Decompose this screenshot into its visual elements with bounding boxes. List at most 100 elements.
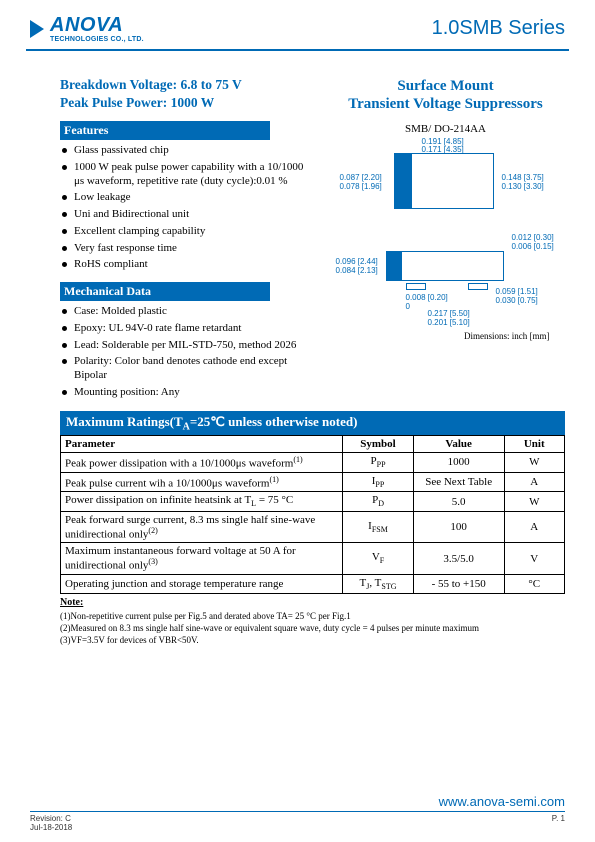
dim-label: 0.130 [3.30] (502, 182, 544, 191)
logo-subtext: TECHNOLOGIES CO., LTD. (50, 36, 144, 43)
mech-item: Polarity: Color band denotes cathode end… (62, 355, 308, 383)
cell-value: 5.0 (413, 492, 504, 511)
table-row: Peak pulse current wih a 10/1000μs wavef… (61, 472, 565, 492)
dimensions-caption: Dimensions: inch [mm] (464, 331, 550, 341)
cell-param: Operating junction and storage temperatu… (61, 574, 343, 593)
cell-unit: V (504, 543, 564, 575)
cell-value: 3.5/5.0 (413, 543, 504, 575)
param-sup: (2) (148, 526, 157, 535)
sym-sub: D (378, 500, 384, 509)
features-heading: Features (60, 121, 270, 140)
cell-param: Power dissipation on infinite heatsink a… (61, 492, 343, 511)
cell-unit: °C (504, 574, 564, 593)
dim-label: 0.059 [1.51] (496, 287, 538, 296)
dim-label: 0.201 [5.10] (428, 318, 470, 327)
dim-label: 0 (406, 302, 410, 311)
sym-text: V (372, 551, 380, 563)
cell-value: See Next Table (413, 472, 504, 492)
sym-sub: PP (375, 480, 384, 489)
diagram-bot-outline (386, 251, 504, 281)
footer: www.anova-semi.com Revision: C Jul-18-20… (0, 794, 595, 832)
cell-symbol: IPP (343, 472, 414, 492)
feature-item: Low leakage (62, 191, 308, 205)
cell-unit: A (504, 472, 564, 492)
features-list: Glass passivated chip 1000 W peak pulse … (62, 144, 308, 272)
sym-sub: FSM (372, 525, 388, 534)
table-row: Power dissipation on infinite heatsink a… (61, 492, 565, 511)
sym2-sub: STG (381, 582, 396, 591)
mech-item: Case: Molded plastic (62, 305, 308, 319)
notes: Note: (1)Non-repetitive current pulse pe… (60, 596, 565, 646)
sym-sub: F (380, 557, 384, 566)
col-value: Value (413, 436, 504, 453)
product-title-l2: Transient Voltage Suppressors (326, 95, 565, 113)
feature-item: Uni and Bidirectional unit (62, 208, 308, 222)
footer-page: P. 1 (552, 814, 565, 832)
feature-item: 1000 W peak pulse power capability with … (62, 161, 308, 189)
logo: ANOVA TECHNOLOGIES CO., LTD. (30, 14, 144, 43)
cell-unit: W (504, 492, 564, 511)
param-text: Peak power dissipation with a 10/1000μs … (65, 458, 293, 470)
note-item: (2)Measured on 8.3 ms single half sine-w… (60, 622, 565, 634)
note-heading: Note: (60, 596, 565, 610)
mechanical-list: Case: Molded plastic Epoxy: UL 94V-0 rat… (62, 305, 308, 400)
feature-item: RoHS compliant (62, 258, 308, 272)
cell-symbol: PPP (343, 453, 414, 473)
dim-label: 0.078 [1.96] (340, 182, 382, 191)
cell-value: 100 (413, 511, 504, 543)
sym-sub: PP (377, 461, 386, 470)
ratings-heading: Maximum Ratings(TA=25℃ unless otherwise … (60, 411, 565, 436)
right-column: Surface Mount Transient Voltage Suppress… (326, 77, 565, 403)
note-item: (3)VF=3.5V for devices of VBR<50V. (60, 634, 565, 646)
mechanical-heading: Mechanical Data (60, 282, 270, 301)
left-column: Breakdown Voltage: 6.8 to 75 V Peak Puls… (60, 77, 308, 403)
param-sup: (1) (293, 455, 302, 464)
mech-item: Lead: Solderable per MIL-STD-750, method… (62, 339, 308, 353)
diagram-bot-band (386, 251, 402, 281)
dim-label: 0.012 [0.30] (512, 233, 554, 242)
dim-label: 0.084 [2.13] (336, 266, 378, 275)
param-text: Peak pulse current wih a 10/1000μs wavef… (65, 477, 269, 489)
param-text: Peak forward surge current, 8.3 ms singl… (65, 514, 315, 541)
mech-item: Epoxy: UL 94V-0 rate flame retardant (62, 322, 308, 336)
cell-value: 1000 (413, 453, 504, 473)
table-row: Operating junction and storage temperatu… (61, 574, 565, 593)
cell-param: Peak pulse current wih a 10/1000μs wavef… (61, 472, 343, 492)
feature-item: Excellent clamping capability (62, 225, 308, 239)
cell-symbol: PD (343, 492, 414, 511)
col-parameter: Parameter (61, 436, 343, 453)
feature-item: Glass passivated chip (62, 144, 308, 158)
logo-text-wrap: ANOVA TECHNOLOGIES CO., LTD. (50, 14, 144, 43)
ratings-title-sub: A (183, 421, 190, 432)
ratings-title-suffix: =25℃ unless otherwise noted) (190, 414, 358, 429)
dim-label: 0.006 [0.15] (512, 242, 554, 251)
dim-label: 0.148 [3.75] (502, 173, 544, 182)
sym2-text: , T (369, 577, 381, 589)
peak-pulse-power: Peak Pulse Power: 1000 W (60, 95, 308, 111)
footer-date: Jul-18-2018 (30, 823, 72, 832)
content: Breakdown Voltage: 6.8 to 75 V Peak Puls… (0, 51, 595, 403)
param-sup: (3) (148, 557, 157, 566)
cell-param: Peak power dissipation with a 10/1000μs … (61, 453, 343, 473)
cell-symbol: TJ, TSTG (343, 574, 414, 593)
breakdown-voltage: Breakdown Voltage: 6.8 to 75 V (60, 77, 308, 93)
diagram-top-band (394, 153, 412, 209)
header: ANOVA TECHNOLOGIES CO., LTD. 1.0SMB Seri… (0, 0, 595, 47)
col-unit: Unit (504, 436, 564, 453)
param-tail: = 75 °C (256, 494, 293, 506)
cell-symbol: IFSM (343, 511, 414, 543)
diagram-pad (406, 283, 426, 290)
note-item: (1)Non-repetitive current pulse per Fig.… (60, 610, 565, 622)
product-title-l1: Surface Mount (326, 77, 565, 95)
dim-label: 0.008 [0.20] (406, 293, 448, 302)
footer-rule (30, 811, 565, 812)
col-symbol: Symbol (343, 436, 414, 453)
cell-param: Peak forward surge current, 8.3 ms singl… (61, 511, 343, 543)
table-row: Maximum instantaneous forward voltage at… (61, 543, 565, 575)
table-row: Peak forward surge current, 8.3 ms singl… (61, 511, 565, 543)
package-diagram: 0.191 [4.85] 0.171 [4.35] 0.087 [2.20] 0… (336, 141, 556, 341)
ratings-table: Parameter Symbol Value Unit Peak power d… (60, 435, 565, 594)
series-title: 1.0SMB Series (432, 17, 565, 40)
package-label: SMB/ DO-214AA (326, 123, 565, 135)
dim-label: 0.096 [2.44] (336, 257, 378, 266)
